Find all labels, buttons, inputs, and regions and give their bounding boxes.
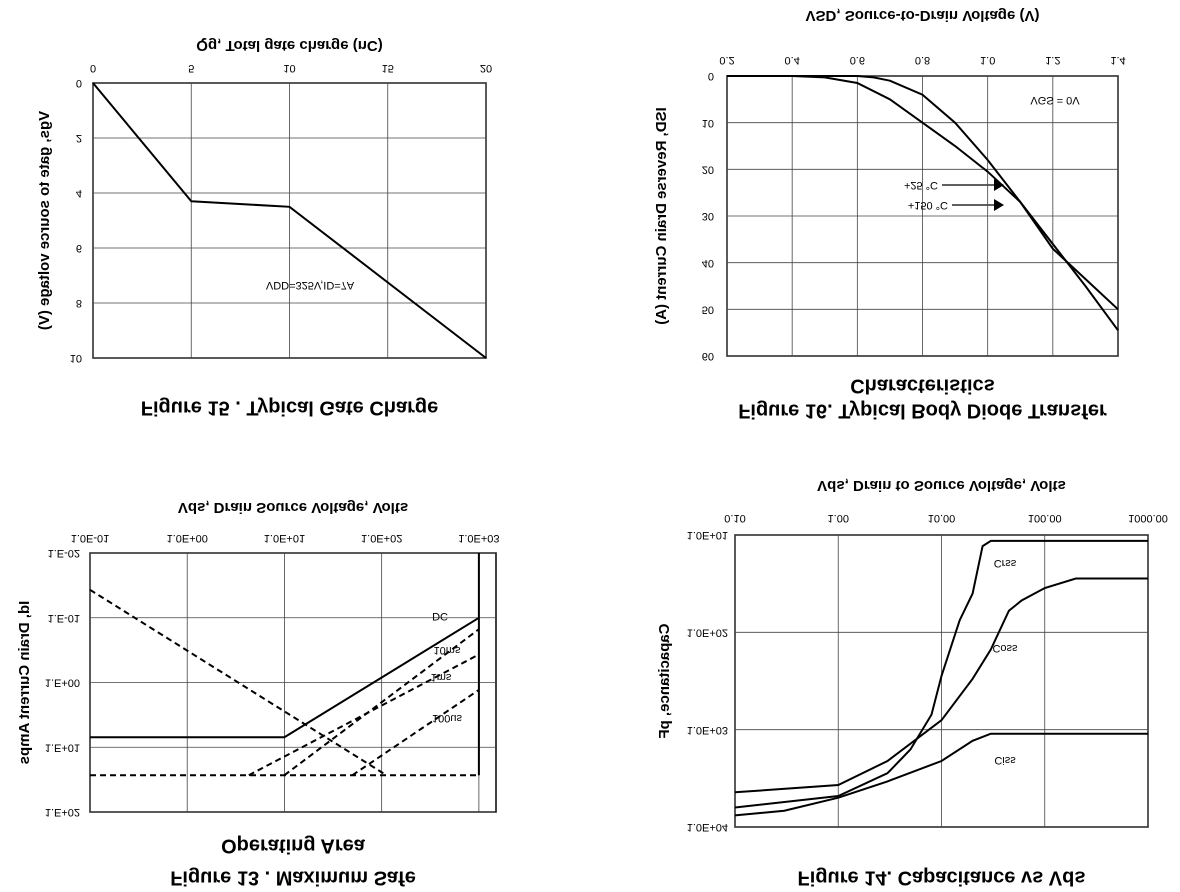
figure-caption: Characteristics — [850, 375, 995, 397]
y-tick-label: 1.E-02 — [48, 547, 80, 559]
series-label: Crss — [994, 557, 1017, 569]
x-tick-label: 0.6 — [850, 54, 865, 66]
x-tick-label: 1.0E+03 — [458, 532, 499, 544]
y-axis-title: Vgs, gate to source voltage (V) — [36, 111, 53, 330]
figure-caption: Figure 13 . Maximum Safe — [170, 867, 416, 889]
y-tick-label: 0 — [708, 70, 714, 82]
series-label: 1ms — [431, 671, 452, 683]
series-line — [92, 82, 487, 359]
series-line — [727, 75, 1119, 311]
y-tick-label: 1.0E+03 — [687, 724, 728, 736]
figure-caption: Figure 14. Capacitance vs Vds — [798, 867, 1086, 889]
x-tick-label: 100.00 — [1028, 512, 1062, 524]
series-line — [734, 577, 1148, 794]
y-tick-label: 1.E-01 — [48, 612, 80, 624]
x-tick-label: 0.10 — [724, 512, 745, 524]
arrow-head — [994, 179, 1004, 191]
annotation: VGS = 0V — [1030, 94, 1080, 106]
series-line — [734, 539, 1148, 809]
y-axis-title: Capacitance, pF — [656, 623, 673, 738]
y-tick-label: 60 — [702, 350, 714, 362]
x-tick-label: 0 — [90, 62, 96, 74]
series-line — [248, 653, 480, 777]
y-tick-label: 40 — [702, 257, 714, 269]
x-tick-label: 10.00 — [928, 512, 956, 524]
annotation: VDD=325V,ID=7A — [266, 279, 355, 291]
x-tick-label: 1000.00 — [1128, 512, 1168, 524]
y-tick-label: 1.E+01 — [45, 741, 80, 753]
x-tick-label: 1.0E+01 — [264, 532, 305, 544]
series-label: DC — [432, 610, 448, 622]
y-tick-label: 0 — [76, 77, 82, 89]
series-label: +150 °C — [908, 199, 948, 211]
x-tick-label: 1.0E+02 — [361, 532, 402, 544]
series-label: +25 °C — [904, 179, 938, 191]
series-line — [89, 588, 387, 777]
x-tick-label: 0.2 — [719, 54, 734, 66]
x-tick-label: 1.00 — [828, 512, 849, 524]
y-axis-title: Id, Drain Current Amps — [16, 601, 33, 765]
y-tick-label: 50 — [702, 303, 714, 315]
y-tick-label: 8 — [76, 297, 82, 309]
y-tick-label: 10 — [702, 117, 714, 129]
y-tick-label: 4 — [76, 187, 82, 199]
x-tick-label: 1.2 — [1045, 54, 1060, 66]
arrow-head — [994, 199, 1004, 211]
series-line — [351, 689, 480, 777]
y-tick-label: 6 — [76, 242, 82, 254]
x-axis-title: Vds, Drain Source Voltage, Volts — [178, 499, 408, 516]
series-label: 10ms — [434, 644, 461, 656]
x-tick-label: 0.8 — [915, 54, 930, 66]
series-line — [283, 628, 480, 776]
y-tick-label: 1.E+02 — [45, 806, 80, 818]
x-tick-label: 1.4 — [1110, 54, 1125, 66]
series-label: 100us — [432, 712, 462, 724]
y-tick-label: 1.E+00 — [45, 677, 80, 689]
figure-caption: Figure 15 . Typical Gate Charge — [141, 397, 439, 419]
x-tick-label: 1.0E-01 — [71, 532, 110, 544]
y-axis-title: ISD, Reverse Drain Current (A) — [653, 107, 670, 325]
y-tick-label: 1.0E+04 — [687, 821, 728, 833]
series-label: Coss — [992, 642, 1018, 654]
y-tick-label: 1.0E+01 — [687, 529, 728, 541]
x-tick-label: 15 — [382, 62, 394, 74]
y-tick-label: 2 — [76, 132, 82, 144]
series-label: Ciss — [994, 754, 1016, 766]
x-tick-label: 5 — [188, 62, 194, 74]
figure-caption: Figure 16. Typical Body Diode Transfer — [738, 400, 1107, 422]
figure-caption: Operating Area — [221, 835, 366, 857]
x-axis-title: Vds, Drain to Source Voltage, Volts — [817, 477, 1066, 494]
y-tick-label: 20 — [702, 163, 714, 175]
y-tick-label: 30 — [702, 210, 714, 222]
x-tick-label: 0.4 — [785, 54, 800, 66]
y-tick-label: 1.0E+02 — [687, 626, 728, 638]
x-axis-title: Qg, Total gate charge (nC) — [196, 37, 382, 54]
series-line — [90, 616, 480, 739]
series-line — [734, 732, 1148, 817]
x-axis-title: VSD, Source-to-Drain Voltage (V) — [806, 7, 1040, 24]
x-tick-label: 20 — [480, 62, 492, 74]
x-tick-label: 1.0 — [980, 54, 995, 66]
y-tick-label: 10 — [70, 352, 82, 364]
x-tick-label: 1.0E+00 — [167, 532, 208, 544]
x-tick-label: 10 — [283, 62, 295, 74]
